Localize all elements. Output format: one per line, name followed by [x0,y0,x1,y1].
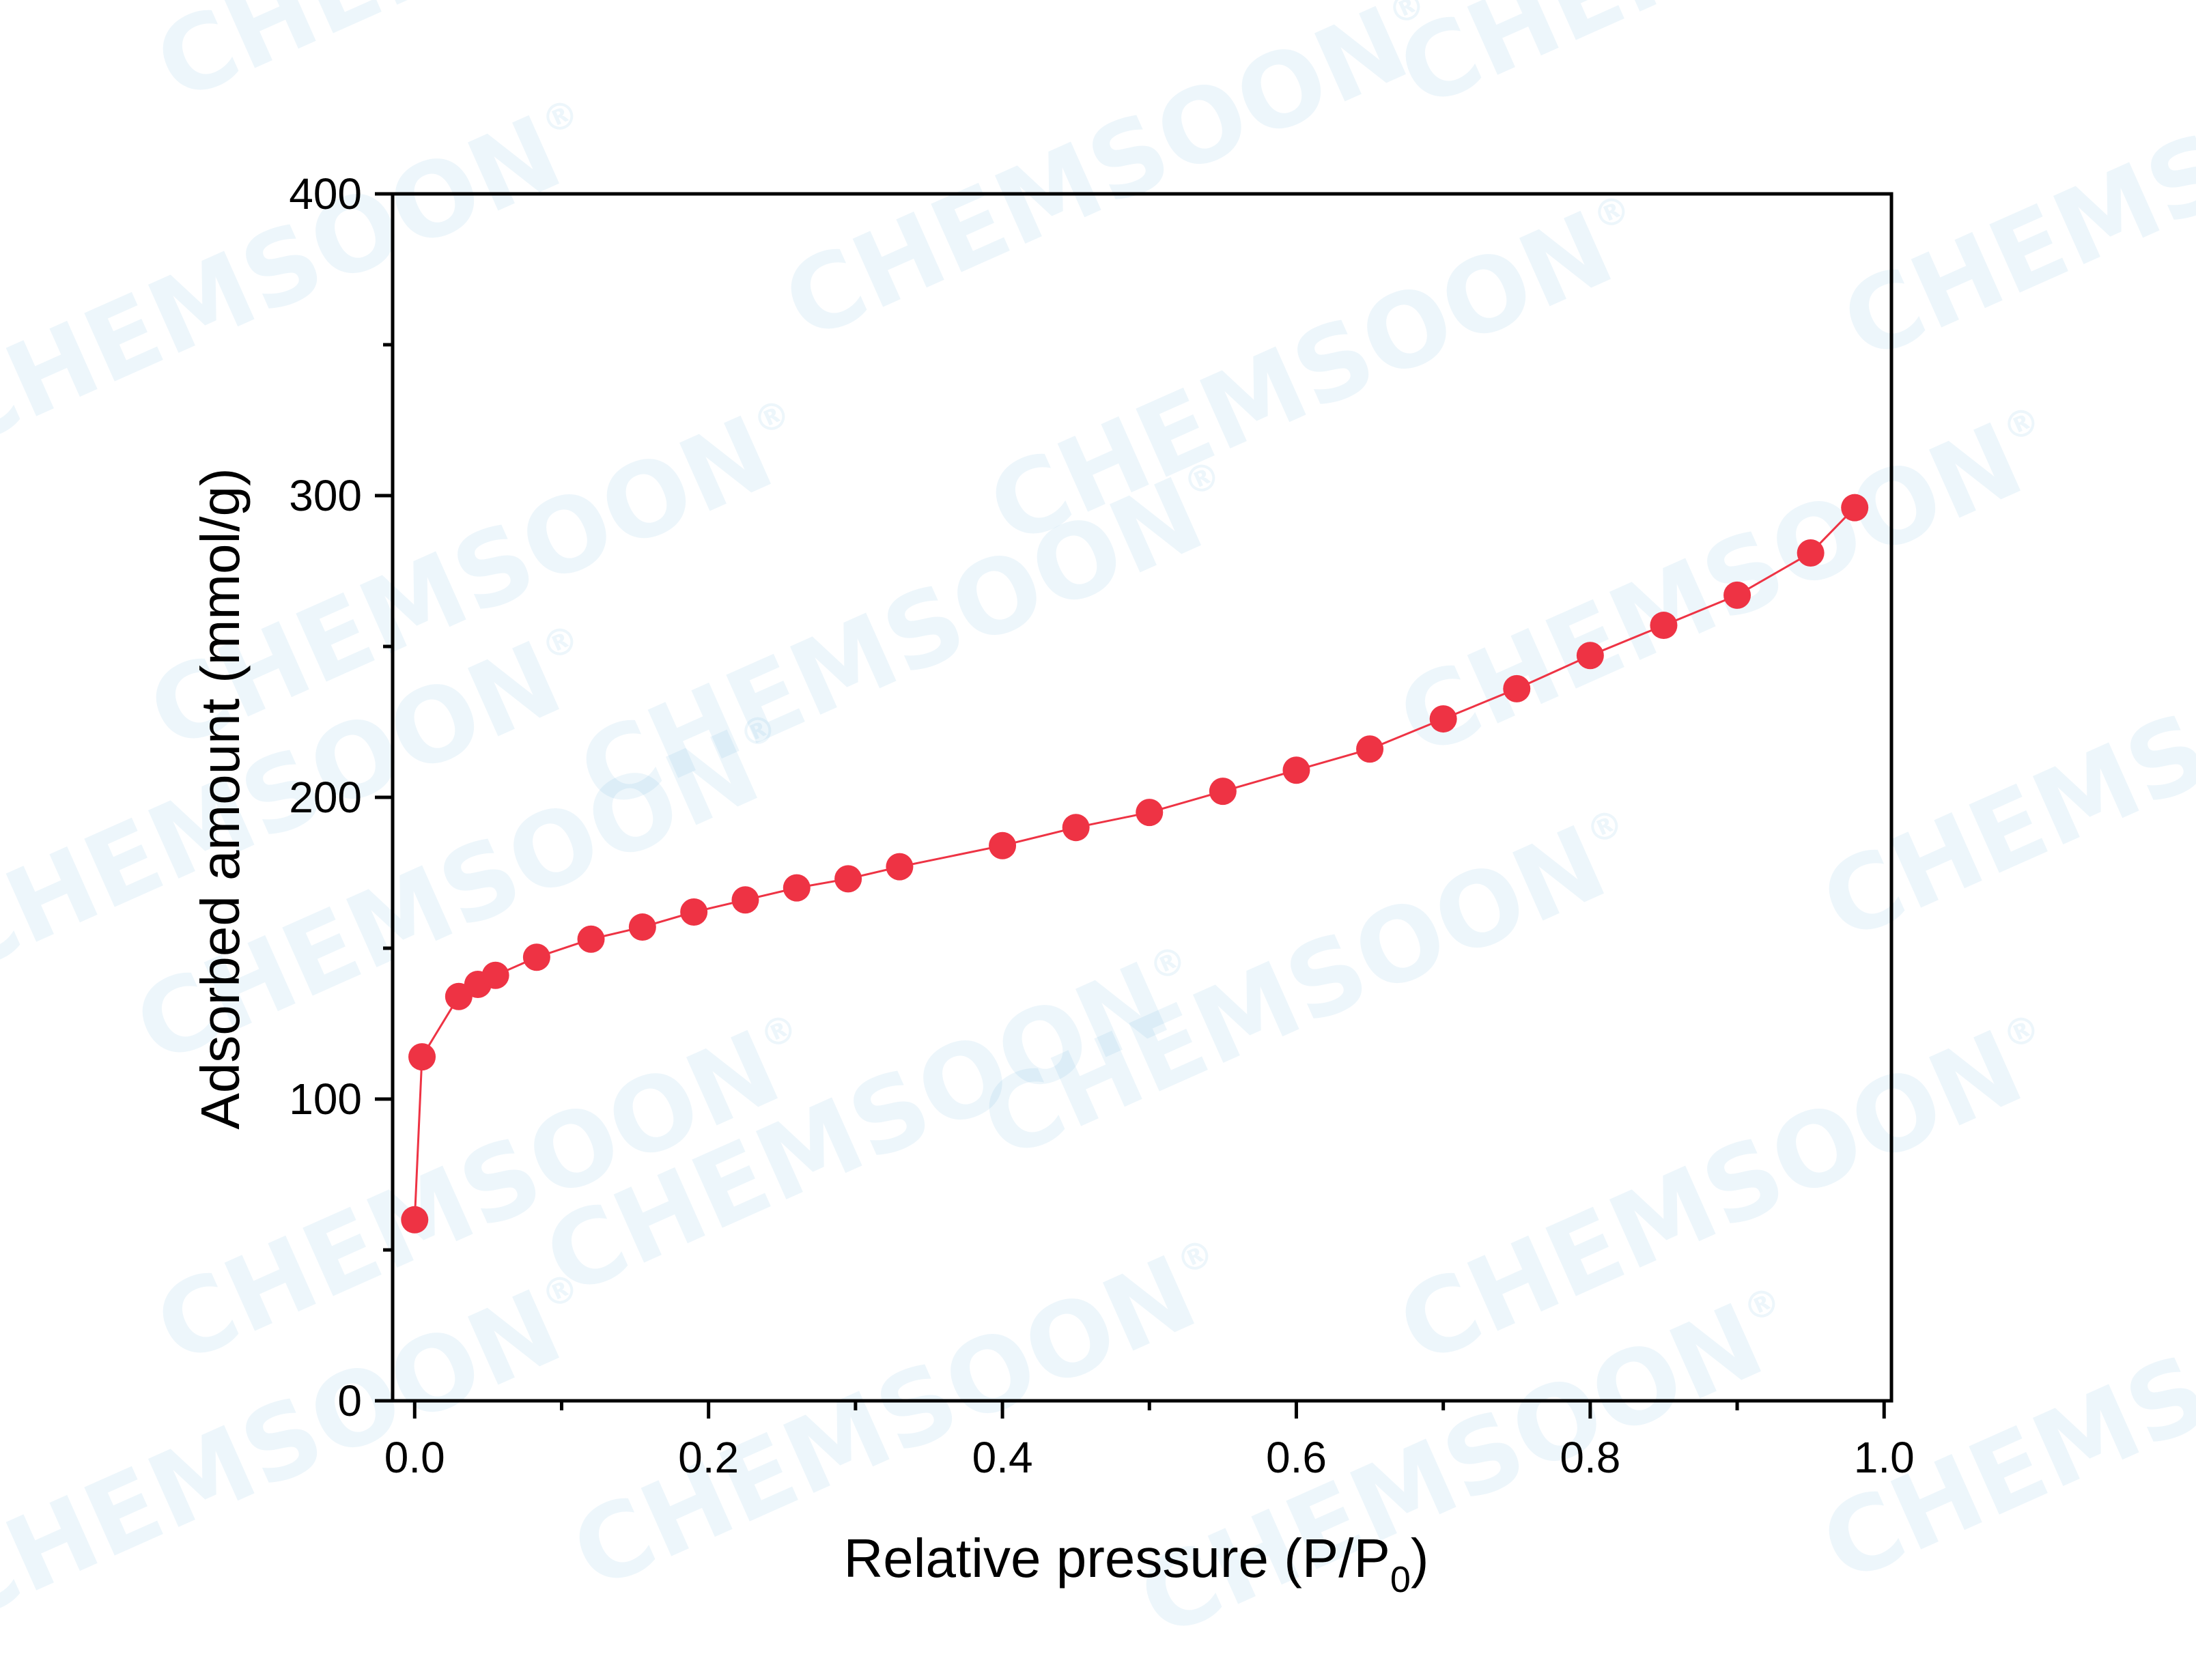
watermark-text: CHEMSOON® [1382,386,2073,780]
data-point [1209,778,1237,806]
y-tick-label: 100 [289,1074,362,1124]
x-tick-label: 0.0 [384,1433,445,1482]
data-point [680,898,708,926]
watermark-word: CHEMSOON [1805,1227,2196,1606]
y-axis-title: Adsorbed amount (mmol/g) [190,468,251,1129]
watermark-text: CHEMSOON® [139,0,830,125]
data-point [834,865,862,893]
data-point [886,853,914,881]
data-point [1282,756,1310,784]
data-point [1429,705,1457,733]
x-axis-title-main: Relative pressure (P/P [844,1528,1390,1589]
watermark-word: CHEMSOON [0,94,578,473]
data-point [628,913,656,941]
y-tick-label: 400 [289,169,362,218]
data-point [783,874,811,902]
x-tick-label: 1.0 [1854,1433,1915,1482]
data-point [1356,735,1384,763]
data-point [481,961,509,989]
data-point [408,1043,436,1071]
data-point [1841,494,1869,522]
x-axis-title-subscript: 0 [1390,1559,1411,1600]
data-point [522,943,550,971]
data-point [1650,612,1678,640]
y-tick-label: 300 [289,471,362,520]
watermark-word: CHEMSOON [139,0,796,125]
data-point [1136,799,1164,827]
y-tick-label: 200 [289,773,362,822]
data-point [1797,539,1825,567]
watermark-text: CHEMSOON® [1826,0,2196,384]
data-point [401,1206,429,1234]
x-tick-label: 0.8 [1560,1433,1620,1482]
x-axis-title: Relative pressure (P/P0) [844,1528,1429,1600]
watermark-text: CHEMSOON® [1805,1212,2196,1606]
watermark-text: CHEMSOON® [0,79,612,473]
x-axis-title-end: ) [1411,1528,1429,1589]
watermark-text: CHEMSOON® [1382,0,2073,132]
data-point [731,886,759,914]
watermark-word: CHEMSOON [1382,401,2039,780]
data-point [989,831,1017,859]
data-point [577,925,605,953]
data-point [1062,814,1090,842]
x-tick-label: 0.6 [1266,1433,1327,1482]
watermark-word: CHEMSOON [1805,585,2196,965]
data-point [1576,642,1604,670]
x-tick-label: 0.4 [972,1433,1033,1482]
plot-layer [401,494,1869,1234]
axes-layer: 0.0 0.2 0.4 0.6 0.8 1.0 0 100 200 300 400 [289,169,1915,1482]
data-point [1723,581,1751,609]
x-tick-label: 0.2 [678,1433,739,1482]
data-point [1503,674,1531,702]
watermark-word: CHEMSOON [1382,0,2039,132]
y-tick-label: 0 [337,1376,362,1425]
watermark-text: CHEMSOON® [1805,570,2196,965]
